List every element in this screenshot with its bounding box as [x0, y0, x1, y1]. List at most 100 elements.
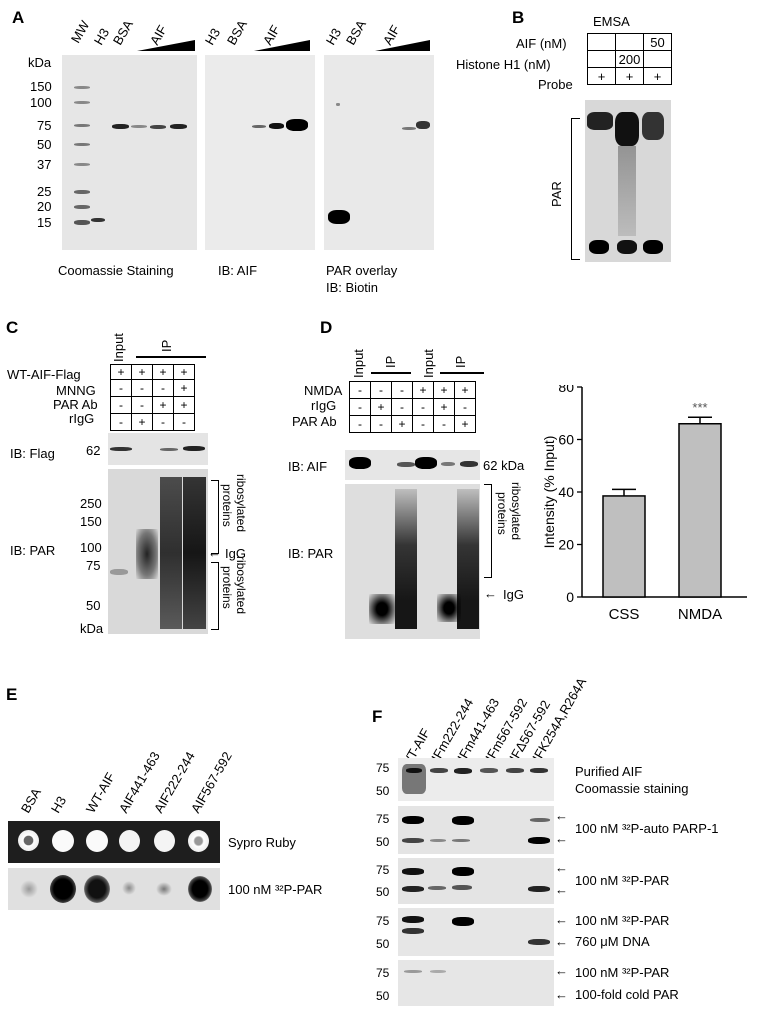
c-condition-table: + + + + - - - + - - + + - + - -: [110, 364, 195, 431]
brace-label: proteins: [220, 566, 234, 609]
marker-150: 150: [30, 79, 52, 94]
panel-c-letter: C: [6, 318, 19, 337]
panel-a-letter: A: [12, 8, 25, 27]
panel-e-letter: E: [6, 685, 18, 704]
y-tick-label: 0: [566, 589, 574, 605]
ib-aif-blot-d: [345, 450, 480, 480]
marker-15: 15: [37, 215, 52, 230]
ib-par-label: IB: PAR: [10, 543, 56, 558]
ip-line: [371, 372, 411, 374]
lane-label-bsa: BSA: [223, 17, 250, 48]
marker-50: 50: [376, 885, 390, 899]
marker-75: 75: [37, 118, 52, 133]
lane-label-bsa: BSA: [109, 17, 136, 48]
category-label: CSS: [609, 606, 640, 623]
emsa-gel: [585, 100, 671, 262]
lane-label-mw: MW: [67, 17, 93, 46]
input-label: Input: [351, 349, 366, 378]
par-overlay-blot: [324, 55, 434, 250]
ib-par-label: IB: PAR: [288, 546, 334, 561]
f-par-blot: [398, 858, 554, 904]
f-coomassie-blot: [398, 758, 554, 801]
lane-label-h3: H3: [201, 25, 224, 48]
row-label: MNNG: [56, 383, 96, 398]
marker-250: 250: [80, 496, 102, 511]
f-row-label: 760 μM DNA: [575, 934, 650, 949]
igg-label: IgG: [503, 587, 524, 602]
marker-50: 50: [376, 937, 390, 951]
ribosylated-brace-top: [211, 480, 219, 554]
marker-50: 50: [376, 989, 390, 1003]
ib-par-blot-d: [345, 484, 480, 639]
marker-50: 50: [37, 137, 52, 152]
lane-label: WT-AIF: [82, 769, 118, 816]
probe-plus: +: [615, 67, 644, 85]
ib-par-blot-c: [108, 469, 208, 634]
panel-f-letter: F: [372, 707, 383, 726]
par-32p-dotblot: [8, 868, 220, 910]
y-tick-label: 60: [558, 432, 574, 448]
arrow-icon: ←: [555, 808, 568, 823]
arrow-icon: ←: [555, 860, 568, 875]
marker-75: 75: [376, 812, 390, 826]
marker-100: 100: [30, 95, 52, 110]
marker-20: 20: [37, 199, 52, 214]
caption-coomassie: Coomassie Staining: [58, 263, 174, 278]
brace-label: proteins: [495, 492, 509, 535]
marker-50: 50: [376, 835, 390, 849]
probe-plus: +: [587, 67, 616, 85]
arrow-icon: ←: [555, 934, 568, 949]
probe-label: Probe: [538, 77, 573, 92]
aif-nm-label: AIF (nM): [516, 36, 567, 51]
marker-25: 25: [37, 184, 52, 199]
arrow-icon: ←: [555, 987, 568, 1002]
lane-label: H3: [47, 793, 70, 816]
emsa-condition-table: 50 200 + + +: [587, 33, 672, 85]
d-condition-table: - - - + + + - + - - + - - - + - - +: [349, 381, 476, 433]
arrow-icon: ←: [555, 963, 568, 978]
gradient-wedge: [137, 40, 195, 51]
caption-par-overlay: PAR overlay: [326, 263, 398, 278]
ib-aif-label: IB: AIF: [288, 459, 328, 474]
par-bracket: [571, 118, 580, 260]
input-label: Input: [421, 349, 436, 378]
f-dna-blot: [398, 908, 554, 956]
ip-line: [440, 372, 484, 374]
y-tick-label: 20: [558, 537, 574, 553]
marker-75: 75: [376, 761, 390, 775]
igg-arrow-icon: ←: [208, 545, 221, 560]
marker-75: 75: [86, 558, 101, 573]
bar: [602, 495, 646, 598]
row-label: rIgG: [69, 411, 95, 426]
ip-label: IP: [159, 339, 174, 352]
f-row-label: 100 nM ³²P-PAR: [575, 965, 670, 980]
marker-75: 75: [376, 863, 390, 877]
igg-label: IgG: [225, 546, 246, 561]
emsa-title: EMSA: [593, 14, 630, 29]
f-row-label: Purified AIF: [575, 764, 643, 779]
row-label: rIgG: [311, 398, 337, 413]
par-32p-label: 100 nM ³²P-PAR: [228, 882, 323, 897]
row-label: NMDA: [304, 383, 343, 398]
f-row-label: 100 nM ³²P-PAR: [575, 873, 670, 888]
lane-label-h3: H3: [90, 25, 113, 48]
arrow-icon: ←: [555, 912, 568, 927]
input-label: Input: [111, 333, 126, 362]
histone-nm-label: Histone H1 (nM): [456, 57, 551, 72]
lane-label: BSA: [17, 785, 44, 816]
ribosylated-brace: [484, 484, 492, 578]
caption-ib-biotin: IB: Biotin: [326, 280, 379, 295]
igg-arrow-icon: ←: [484, 586, 497, 601]
par-side-label: PAR: [549, 181, 564, 207]
marker-100: 100: [80, 540, 102, 555]
aif-50-cell: 50: [643, 33, 672, 51]
f-auto-parp-blot: [398, 806, 554, 854]
marker-37: 37: [37, 157, 52, 172]
brace-label: ribosylated: [234, 474, 248, 533]
significance-annotation: ***: [692, 400, 707, 415]
arrow-icon: ←: [555, 882, 568, 897]
sypro-ruby-blot: [8, 821, 220, 863]
y-tick-label: 40: [558, 484, 574, 500]
bar: [678, 423, 722, 598]
ib-flag-blot: [108, 433, 208, 465]
